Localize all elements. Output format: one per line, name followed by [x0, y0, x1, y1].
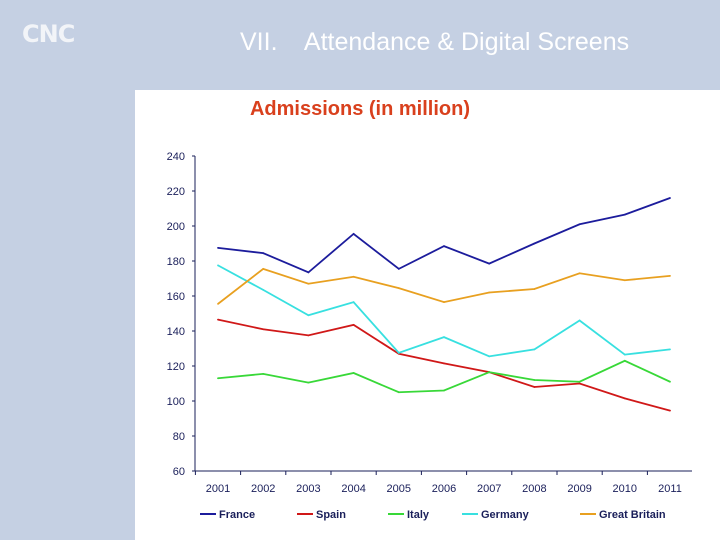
- data-point-spain: [217, 318, 219, 321]
- data-point-france: [352, 232, 355, 235]
- x-tick-label: 2009: [567, 483, 591, 495]
- data-point-spain: [262, 328, 265, 331]
- x-tick-label: 2001: [206, 483, 230, 495]
- data-point-spain: [533, 386, 536, 388]
- data-point-great-britain: [578, 272, 581, 275]
- y-tick-label: 220: [167, 186, 185, 198]
- data-point-germany: [623, 353, 626, 356]
- data-point-italy: [307, 381, 310, 384]
- data-point-france: [443, 245, 445, 248]
- y-tick-label: 200: [167, 221, 185, 233]
- data-point-germany: [533, 348, 536, 351]
- data-point-spain: [578, 382, 581, 385]
- data-point-italy: [623, 359, 626, 362]
- x-tick-label: 2002: [251, 483, 275, 495]
- data-point-italy: [217, 377, 219, 380]
- x-tick-label: 2006: [432, 483, 456, 495]
- slide-title: VII. Attendance & Digital Screens: [240, 28, 630, 56]
- data-point-great-britain: [217, 302, 219, 305]
- y-tick-label: 120: [167, 361, 185, 373]
- x-tick-label: 2003: [296, 483, 320, 495]
- y-tick-label: 100: [167, 396, 185, 408]
- data-point-italy: [533, 379, 536, 381]
- data-point-germany: [578, 319, 581, 322]
- data-point-italy: [578, 380, 581, 383]
- data-point-germany: [352, 301, 355, 304]
- data-point-spain: [352, 323, 355, 326]
- y-tick-label: 140: [167, 326, 185, 338]
- data-point-great-britain: [533, 288, 536, 290]
- data-point-germany: [443, 336, 445, 339]
- data-point-spain: [443, 362, 445, 365]
- data-point-great-britain: [397, 287, 400, 290]
- legend-label-spain: Spain: [316, 509, 346, 521]
- series-line-italy: [217, 359, 671, 394]
- series-line-germany: [217, 264, 671, 358]
- x-tick-label: 2005: [387, 483, 411, 495]
- data-point-great-britain: [262, 267, 265, 270]
- data-point-great-britain: [623, 279, 626, 282]
- x-tick-label: 2010: [613, 483, 637, 495]
- series-line-france: [217, 197, 671, 274]
- data-point-spain: [307, 334, 310, 337]
- data-point-germany: [217, 264, 219, 267]
- chart-title: Admissions (in million): [249, 98, 470, 120]
- y-tick-label: 240: [167, 151, 185, 163]
- x-tick-label: 2011: [658, 483, 682, 495]
- legend-label-italy: Italy: [407, 509, 430, 521]
- y-tick-label: 160: [167, 291, 185, 303]
- series-line-spain: [217, 318, 671, 412]
- data-point-great-britain: [488, 291, 491, 294]
- y-tick-label: 80: [173, 431, 185, 443]
- data-point-germany: [307, 314, 310, 317]
- data-point-france: [488, 262, 491, 265]
- data-point-spain: [623, 397, 626, 400]
- legend-label-germany: Germany: [481, 509, 530, 521]
- data-point-great-britain: [307, 282, 310, 285]
- data-point-france: [217, 246, 219, 249]
- data-point-spain: [669, 409, 671, 412]
- data-point-france: [533, 242, 536, 245]
- x-tick-label: 2004: [341, 483, 365, 495]
- data-point-germany: [488, 355, 491, 358]
- data-point-italy: [669, 380, 671, 383]
- data-point-germany: [669, 348, 671, 351]
- data-point-germany: [397, 351, 400, 354]
- data-point-italy: [352, 372, 355, 374]
- data-point-italy: [443, 389, 445, 392]
- data-point-france: [578, 223, 581, 226]
- data-point-great-britain: [669, 274, 671, 277]
- data-point-italy: [397, 391, 400, 394]
- cnc-logo: CNC: [22, 20, 75, 48]
- data-point-france: [397, 267, 400, 270]
- data-point-italy: [262, 372, 265, 375]
- data-point-france: [623, 213, 626, 216]
- chart-panel: [135, 90, 720, 540]
- series-line-great-britain: [217, 267, 671, 305]
- legend-label-great-britain: Great Britain: [599, 509, 666, 521]
- data-point-france: [307, 271, 310, 274]
- data-point-great-britain: [352, 275, 355, 278]
- data-point-great-britain: [443, 301, 445, 304]
- data-point-france: [669, 197, 671, 199]
- y-tick-label: 180: [167, 256, 185, 268]
- legend-label-france: France: [219, 509, 255, 521]
- y-tick-label: 60: [173, 466, 185, 478]
- x-tick-label: 2007: [477, 483, 501, 495]
- data-point-germany: [262, 288, 265, 291]
- data-point-france: [262, 252, 265, 255]
- data-point-italy: [488, 371, 491, 374]
- x-tick-label: 2008: [522, 483, 546, 495]
